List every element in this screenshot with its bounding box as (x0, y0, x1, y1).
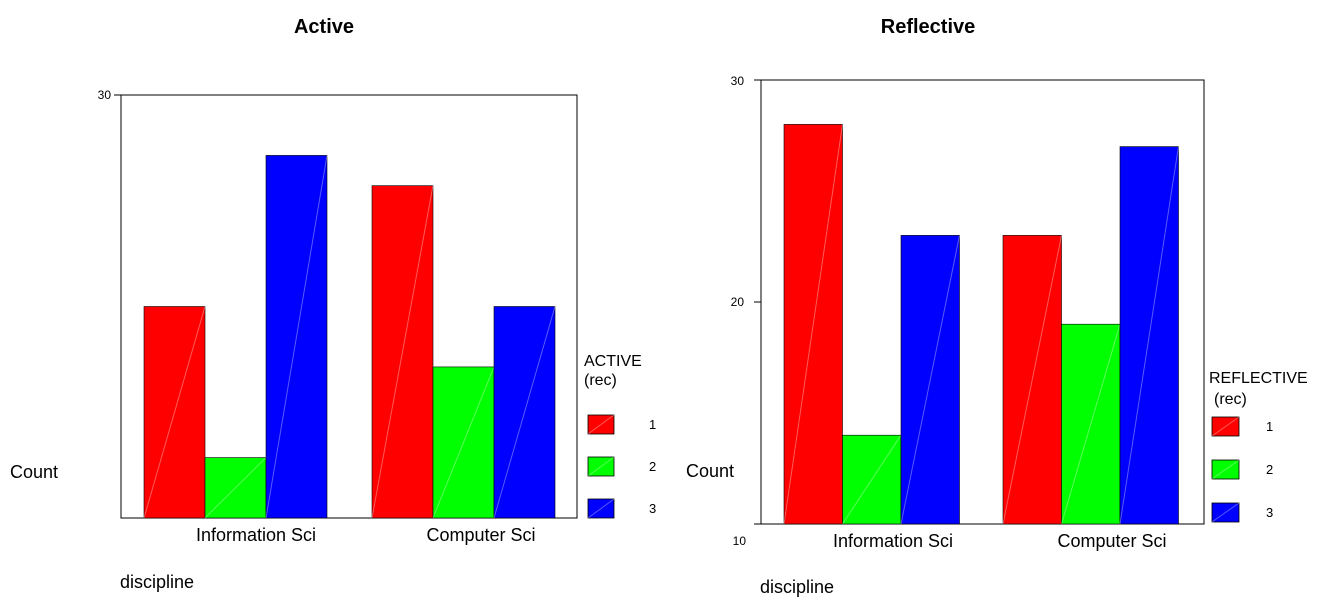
bar-group (143, 155, 556, 519)
legend-label-3: 3 (1266, 505, 1273, 520)
plot-frame (120, 94, 578, 519)
legend-swatch-hatch (1211, 416, 1240, 437)
y-tick-label: 30 (98, 88, 112, 102)
bar-hatch-line (143, 306, 206, 519)
legend-label-2: 2 (649, 459, 656, 474)
bar-hatch-line (900, 235, 960, 525)
y-axis-label: Count (10, 462, 58, 482)
bar-hatch-line (783, 124, 843, 525)
chart-title: Active (294, 16, 354, 38)
bar-1 (143, 306, 206, 519)
chart-active: Active 30 Information Sci Computer Sci d… (10, 16, 656, 592)
legend-swatch-3 (587, 498, 615, 519)
legend-swatch-1 (587, 414, 615, 435)
legend-label-1: 1 (649, 417, 656, 432)
y-tick-label: 30 (731, 74, 745, 88)
legend: 1 2 3 (1211, 416, 1273, 523)
bar-2 (1061, 323, 1121, 525)
x-category-label: Information Sci (196, 525, 316, 545)
legend-swatch-2 (587, 456, 615, 477)
legend-subtitle: (rec) (1214, 391, 1247, 408)
legend-title: ACTIVE (584, 353, 642, 370)
bar-hatch-line (1002, 235, 1062, 525)
legend-swatch-hatch (587, 456, 615, 477)
chart-active-svg: Active 30 Information Sci Computer Sci d… (10, 16, 656, 592)
x-category-label: Computer Sci (1057, 531, 1166, 551)
x-category-label: Information Sci (833, 531, 953, 551)
bar-3 (265, 155, 328, 519)
bar-1 (371, 185, 434, 519)
bar-2 (842, 434, 902, 525)
legend-subtitle: (rec) (584, 372, 617, 389)
bar-2 (432, 366, 495, 519)
bar-1 (783, 124, 843, 525)
legend-swatch-hatch (587, 498, 615, 519)
legend-swatch-2 (1211, 459, 1240, 480)
legend: 1 2 3 (587, 414, 656, 519)
bar-hatch-line (265, 155, 328, 519)
legend-label-1: 1 (1266, 419, 1273, 434)
bar-3 (1119, 146, 1179, 525)
legend-swatch-3 (1211, 502, 1240, 523)
bar-group (783, 124, 1179, 525)
bar-3 (493, 306, 556, 519)
legend-title: REFLECTIVE (1209, 370, 1308, 387)
legend-swatch-hatch (1211, 502, 1240, 523)
bar-3 (900, 235, 960, 525)
y-tick-label: 20 (731, 295, 745, 309)
bar-hatch-line (1061, 324, 1121, 525)
chart-reflective-svg: Reflective 30 20 10 Information Sci Comp… (686, 16, 1308, 597)
x-category-label: Computer Sci (426, 525, 535, 545)
bar-hatch-line (842, 434, 902, 525)
legend-label-3: 3 (649, 501, 656, 516)
legend-swatch-hatch (1211, 459, 1240, 480)
bar-hatch-line (493, 306, 556, 519)
bar-hatch-line (204, 457, 267, 519)
chart-reflective: Reflective 30 20 10 Information Sci Comp… (672, 0, 1333, 599)
bar-hatch-line (371, 185, 434, 519)
y-axis-label: Count (686, 461, 734, 481)
legend-label-2: 2 (1266, 462, 1273, 477)
x-axis-label: discipline (120, 572, 194, 592)
x-axis-label: discipline (760, 577, 834, 597)
chart-title: Reflective (881, 16, 976, 38)
bar-hatch-line (432, 366, 495, 519)
bar-hatch-line (1119, 146, 1179, 525)
legend-swatch-hatch (587, 414, 615, 435)
legend-swatch-1 (1211, 416, 1240, 437)
y-tick-label: 10 (733, 534, 747, 548)
